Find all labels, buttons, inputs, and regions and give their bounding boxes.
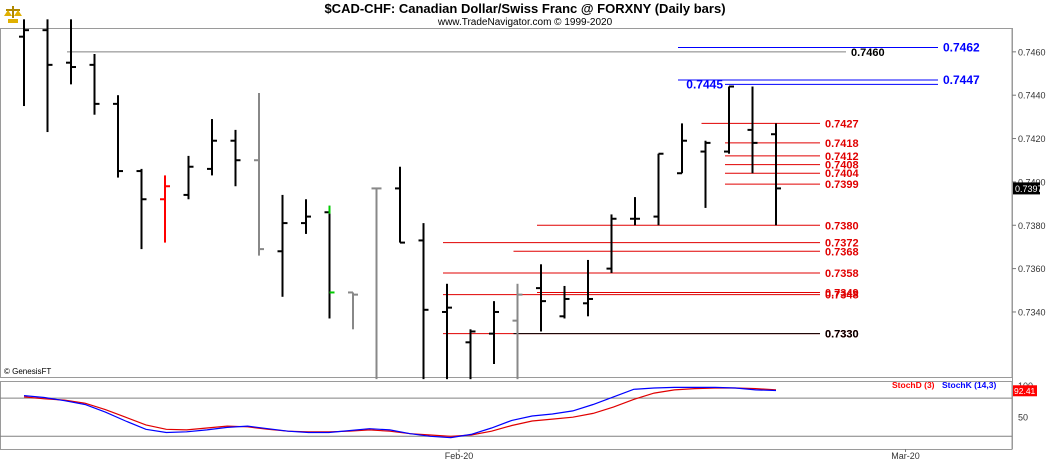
chart-title: $CAD-CHF: Canadian Dollar/Swiss Franc @ …	[324, 1, 726, 16]
ohlc-bar	[254, 93, 264, 256]
ohlc-bar	[465, 329, 476, 380]
ohlc-bar	[536, 264, 546, 332]
ohlc-bar	[559, 285, 570, 319]
ohlc-bar	[747, 86, 758, 174]
price-tick-label: 0.7380	[1018, 221, 1046, 231]
level-label-0.7447: 0.7447	[943, 73, 980, 87]
level-label-0.7404: 0.7404	[825, 168, 860, 180]
stoch-last-box	[1013, 385, 1037, 397]
ohlc-bar	[207, 119, 217, 176]
copyright-label: © GenesisFT	[4, 367, 51, 376]
level-label-0.7372: 0.7372	[825, 238, 859, 250]
ohlc-bar	[230, 129, 241, 187]
ohlc-bar	[583, 259, 593, 317]
level-label-0.7349: 0.7349	[825, 287, 859, 299]
price-tick-label: 0.7460	[1018, 47, 1046, 57]
ohlc-bar	[700, 140, 711, 208]
stoch-d-legend: StochD (3)	[892, 380, 935, 390]
level-label-0.7399: 0.7399	[825, 179, 859, 191]
ohlc-bar	[771, 123, 781, 226]
ohlc-bar	[677, 123, 687, 175]
last-price-box	[1013, 182, 1040, 195]
ohlc-bar	[630, 197, 640, 226]
ohlc-bar	[489, 301, 499, 364]
price-tick-label: 0.7400	[1018, 177, 1046, 187]
level-label-0.7380: 0.7380	[825, 220, 859, 232]
last-price-label: 0.7397	[1015, 184, 1043, 194]
ohlc-bar	[113, 95, 123, 178]
ohlc-bar	[512, 283, 523, 380]
stoch-series-red	[23, 387, 777, 437]
level-label-0.7330: 0.7330	[825, 329, 859, 341]
level-label-0.7418: 0.7418	[825, 138, 859, 150]
level-label-0.7460: 0.7460	[851, 47, 885, 59]
ohlc-bar	[606, 214, 617, 273]
ohlc-bar	[42, 19, 53, 133]
ohlc-bar	[160, 175, 170, 243]
price-tick-label: 0.7440	[1018, 91, 1046, 101]
ohlc-bar	[66, 19, 76, 85]
ohlc-bar	[395, 166, 405, 244]
price-tick-label: 0.7420	[1018, 134, 1046, 144]
level-label-0.7330: 0.7330	[825, 329, 859, 341]
ohlc-bar	[324, 205, 335, 319]
ohlc-bar	[301, 199, 311, 234]
stoch-k-legend: StochK (14,3)	[942, 380, 996, 390]
ohlc-bar	[653, 152, 664, 226]
price-tick-label: 0.7340	[1018, 307, 1046, 317]
ohlc-bar	[183, 155, 194, 200]
ohlc-bar	[136, 168, 147, 250]
stoch-last-label: 92.41	[1014, 386, 1036, 396]
ohlc-bar	[348, 291, 358, 330]
level-label-0.7412: 0.7412	[825, 151, 859, 163]
price-panel-frame	[0, 28, 1013, 378]
ohlc-bar	[418, 223, 429, 380]
ohlc-bar	[19, 19, 29, 107]
level-label-0.7462: 0.7462	[943, 41, 980, 55]
level-label-0.7358: 0.7358	[825, 268, 859, 280]
ohlc-bar	[442, 283, 452, 380]
level-label-0.7427: 0.7427	[825, 118, 859, 130]
ohlc-bar	[89, 54, 100, 115]
stoch-series-blue	[23, 386, 777, 439]
level-label-0.7348: 0.7348	[825, 290, 859, 302]
level-label-0.7368: 0.7368	[825, 246, 859, 258]
oscillator-panel-frame	[0, 381, 1013, 450]
level-label-0.7445: 0.7445	[686, 77, 723, 91]
stoch-tick-label: 50	[1018, 413, 1028, 423]
ohlc-bar	[277, 194, 288, 297]
chart-subtitle: www.TradeNavigator.com © 1999-2020	[437, 17, 613, 28]
price-tick-label: 0.7360	[1018, 264, 1046, 274]
trade-navigator-logo-icon	[4, 6, 22, 23]
ohlc-bar	[724, 85, 734, 154]
date-tick-label: Mar-20	[891, 451, 920, 461]
date-tick-label: Feb-20	[445, 451, 474, 461]
level-label-0.7408: 0.7408	[825, 160, 859, 172]
ohlc-bar	[371, 187, 382, 380]
